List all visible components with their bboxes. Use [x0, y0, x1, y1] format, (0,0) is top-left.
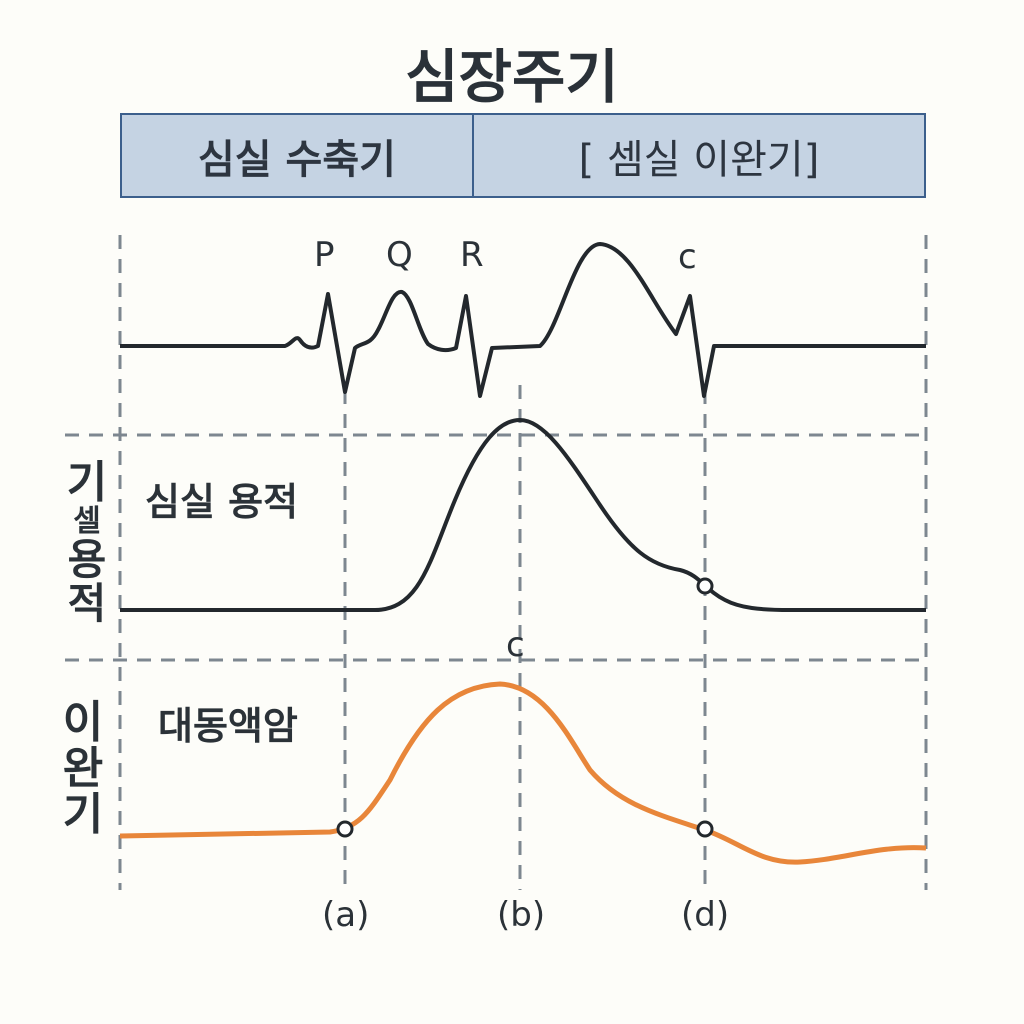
pressure-label: 대동액암 — [158, 704, 298, 748]
side-label-upper-char-1: 기 — [66, 457, 108, 508]
time-marker-d: (d) — [681, 895, 730, 935]
side-label-upper-char-4: 적 — [67, 578, 107, 628]
ecg-label-c: c — [678, 237, 697, 277]
side-label-upper-char-3: 용 — [67, 534, 107, 584]
side-label-upper-char-2: 셀 — [73, 504, 101, 540]
time-marker-b: (b) — [497, 895, 546, 935]
side-label-lower-char-3: 기 — [62, 789, 104, 841]
phase-bar: 심실 수축기 [ 셈실 이완기] — [120, 113, 926, 198]
ecg-label-p: P — [314, 235, 335, 275]
pressure-marker-d — [696, 820, 714, 838]
ecg-label-r: R — [460, 235, 484, 275]
volume-marker-point — [696, 577, 714, 595]
volume-label: 심실 용적 — [145, 480, 299, 524]
phase-diastole: [ 셈실 이완기] — [474, 115, 924, 196]
time-marker-a: (a) — [322, 895, 370, 935]
ventricular-volume-curve — [120, 417, 926, 612]
grid-lines — [65, 235, 928, 890]
ecg-label-q: Q — [386, 235, 413, 275]
side-label-lower: 이 완 기 — [58, 697, 108, 841]
ecg-trace — [120, 242, 926, 398]
aortic-pressure-curve — [119, 681, 927, 865]
side-label-upper: 기 셀 용 적 — [62, 457, 112, 628]
pressure-marker-a — [336, 820, 354, 838]
event-markers — [336, 577, 714, 838]
side-label-lower-char-1: 이 — [62, 697, 104, 748]
phase-systole: 심실 수축기 — [122, 115, 474, 196]
page-title: 심장주기 — [405, 43, 619, 111]
volume-peak-marker: c — [506, 625, 525, 665]
side-label-lower-char-2: 완 — [62, 743, 104, 795]
